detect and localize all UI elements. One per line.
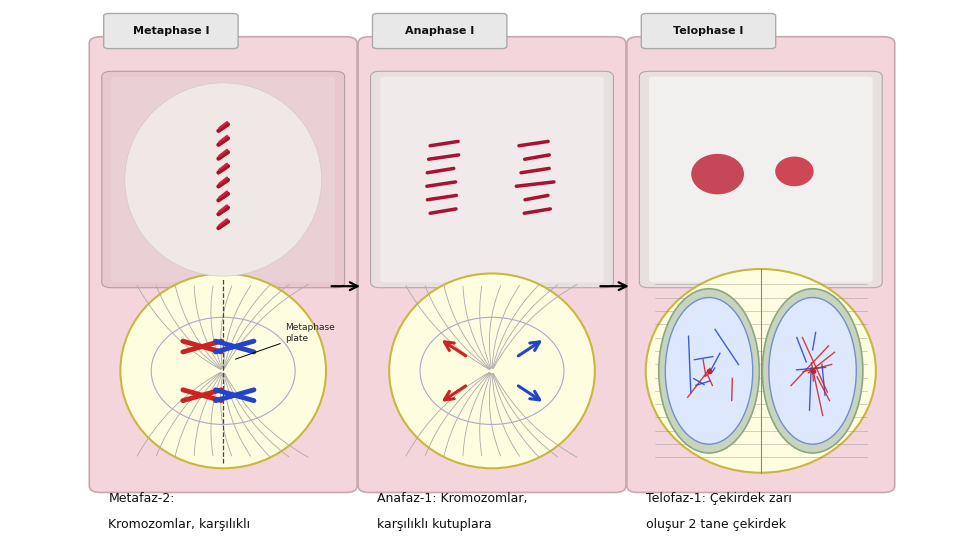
FancyBboxPatch shape [380, 77, 604, 282]
Text: oluşur 2 tane çekirdek: oluşur 2 tane çekirdek [646, 518, 786, 531]
FancyBboxPatch shape [649, 77, 873, 282]
Text: Metaphase
plate: Metaphase plate [235, 323, 335, 359]
Ellipse shape [762, 289, 863, 453]
FancyBboxPatch shape [358, 37, 626, 492]
FancyBboxPatch shape [641, 14, 776, 49]
Text: Metaphase I: Metaphase I [132, 26, 209, 36]
Text: Anafaz-1: Kromozomlar,: Anafaz-1: Kromozomlar, [377, 492, 528, 505]
Ellipse shape [120, 273, 326, 468]
FancyBboxPatch shape [102, 71, 345, 288]
Ellipse shape [389, 273, 595, 468]
Ellipse shape [769, 298, 856, 444]
Text: Telophase I: Telophase I [673, 26, 744, 36]
FancyBboxPatch shape [89, 37, 357, 492]
FancyBboxPatch shape [627, 37, 895, 492]
FancyBboxPatch shape [111, 77, 335, 282]
Text: karşılıklı kutuplara: karşılıklı kutuplara [377, 518, 492, 531]
Ellipse shape [646, 269, 876, 472]
Text: Anaphase I: Anaphase I [405, 26, 474, 36]
Ellipse shape [125, 83, 322, 276]
Ellipse shape [775, 157, 814, 186]
Text: Metafaz-2:: Metafaz-2: [108, 492, 175, 505]
Text: Kromozomlar, karşılıklı: Kromozomlar, karşılıklı [108, 518, 251, 531]
Text: Telofaz-1: Çekirdek zarı: Telofaz-1: Çekirdek zarı [646, 492, 792, 505]
Ellipse shape [665, 298, 753, 444]
FancyBboxPatch shape [371, 71, 613, 288]
FancyBboxPatch shape [104, 14, 238, 49]
FancyBboxPatch shape [372, 14, 507, 49]
Ellipse shape [691, 154, 744, 194]
FancyBboxPatch shape [639, 71, 882, 288]
Ellipse shape [659, 289, 759, 453]
